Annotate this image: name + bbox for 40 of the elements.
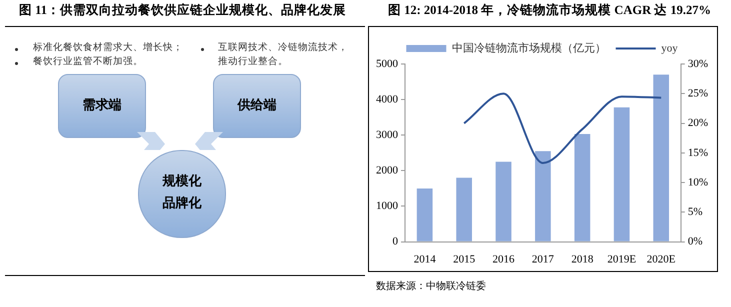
text: 餐饮行业监管不断加强。 [33, 55, 143, 68]
bar [496, 162, 512, 242]
x-tick-label: 2014 [414, 253, 436, 266]
bar [535, 151, 551, 242]
text: 需求端 [82, 97, 122, 114]
y-tick-label: 4000 [376, 93, 398, 106]
text: 规模化 [161, 173, 202, 190]
y-tick-label: 3000 [376, 129, 398, 142]
bar [614, 107, 630, 242]
x-tick-label: 2018 [571, 253, 594, 266]
bar [574, 134, 590, 242]
y-tick-label: 1000 [376, 200, 398, 212]
y2-tick-label: 30% [688, 58, 708, 70]
text: 品牌化 [162, 195, 202, 212]
y2-tick-label: 15% [688, 146, 708, 159]
text: 图 11：供需双向拉动餐饮供应链企业规模化、品牌化发展 [18, 2, 347, 19]
chart-title: 图 12: 2014-2018 年，冷链物流市场规模 CAGR 达 19.27% [386, 2, 712, 19]
text: 供给端 [236, 97, 278, 114]
x-tick-label: 2016 [492, 253, 516, 266]
legend-label: yoy [661, 42, 678, 54]
y2-tick-label: 25% [688, 88, 708, 100]
y2-tick-label: 5% [688, 206, 703, 218]
bar [653, 74, 670, 242]
y-tick-label: 0 [392, 236, 398, 248]
y2-tick-label: 10% [688, 176, 708, 188]
text: 标准化餐饮食材需求大、增长快； [33, 41, 183, 54]
y-tick-label: 5000 [376, 58, 398, 70]
bar [456, 178, 472, 242]
text: 互联网技术、冷链物流技术，推动行业整合。 [218, 41, 348, 69]
legend-label: 中国冷链物流市场规模（亿元） [452, 41, 606, 54]
x-tick-label: 2017 [532, 253, 554, 266]
x-tick-label: 2015 [453, 253, 476, 266]
y-tick-label: 2000 [376, 164, 398, 177]
x-tick-label: 2019E [607, 253, 636, 266]
bar [416, 188, 433, 242]
source-note: 数据来源：中物联冷链委 [376, 280, 486, 293]
y2-tick-label: 0% [688, 236, 703, 248]
y2-tick-label: 20% [688, 117, 708, 130]
line-series [463, 92, 662, 164]
x-tick-label: 2020E [646, 253, 676, 266]
